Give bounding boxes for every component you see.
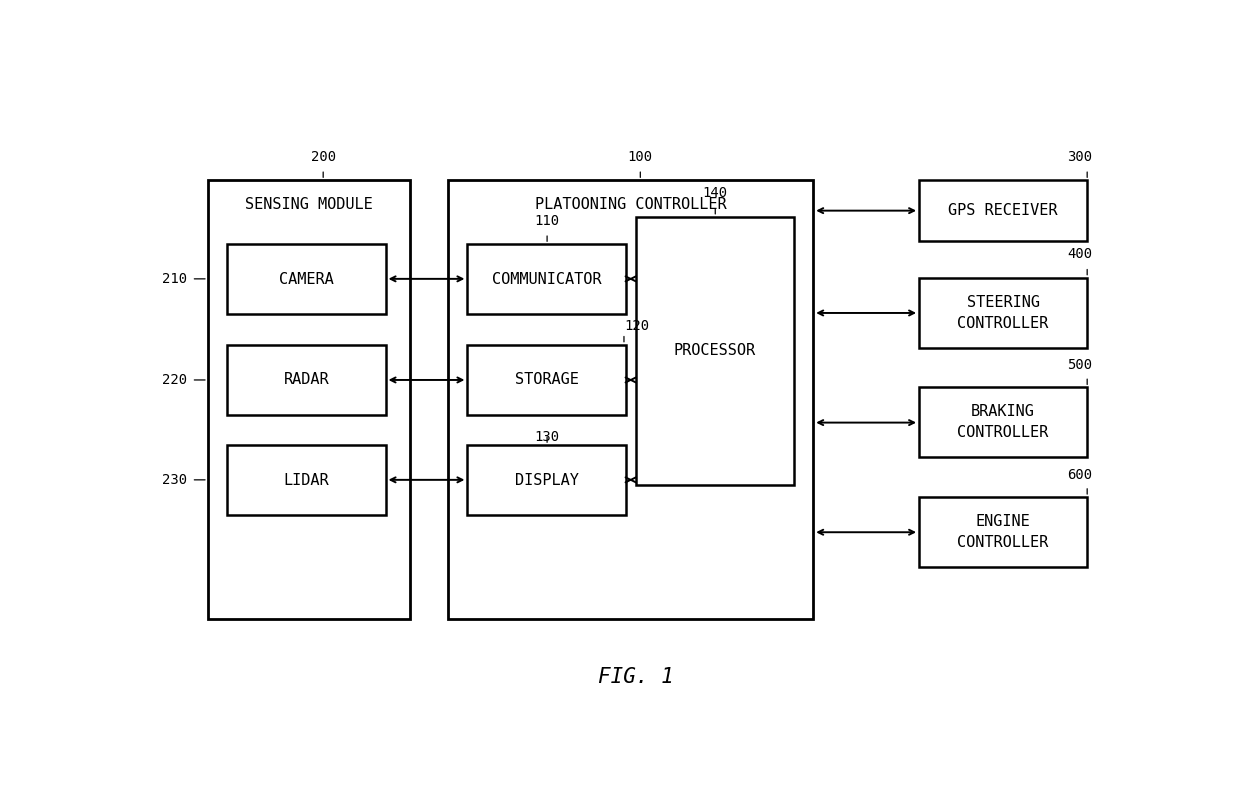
Text: DISPLAY: DISPLAY	[515, 473, 579, 488]
Text: 500: 500	[1066, 358, 1092, 372]
Text: 120: 120	[624, 319, 649, 333]
Bar	[467, 445, 626, 515]
Bar	[919, 180, 1087, 241]
Bar	[467, 244, 626, 314]
Text: 600: 600	[1066, 468, 1092, 483]
Text: PROCESSOR: PROCESSOR	[673, 343, 756, 358]
Text: 140: 140	[703, 187, 728, 200]
Text: 220: 220	[161, 373, 187, 387]
Bar	[208, 180, 409, 619]
Text: 400: 400	[1066, 248, 1092, 261]
Text: 200: 200	[310, 149, 336, 164]
Bar	[448, 180, 813, 619]
Text: GPS RECEIVER: GPS RECEIVER	[949, 203, 1058, 218]
Text: STORAGE: STORAGE	[515, 372, 579, 387]
Text: COMMUNICATOR: COMMUNICATOR	[492, 271, 601, 286]
Bar	[919, 497, 1087, 567]
Bar	[635, 217, 794, 485]
Text: 210: 210	[161, 272, 187, 286]
Text: ENGINE
CONTROLLER: ENGINE CONTROLLER	[957, 514, 1049, 550]
Text: 110: 110	[534, 214, 559, 228]
Text: FIG. 1: FIG. 1	[598, 667, 673, 687]
Text: RADAR: RADAR	[284, 372, 329, 387]
Bar	[919, 388, 1087, 457]
Text: CAMERA: CAMERA	[279, 271, 334, 286]
Bar	[227, 445, 386, 515]
Text: 100: 100	[627, 149, 653, 164]
Bar	[467, 345, 626, 414]
Text: LIDAR: LIDAR	[284, 473, 329, 488]
Text: PLATOONING CONTROLLER: PLATOONING CONTROLLER	[534, 197, 727, 212]
Text: 130: 130	[534, 430, 559, 444]
Bar	[919, 278, 1087, 348]
Text: SENSING MODULE: SENSING MODULE	[244, 197, 373, 212]
Bar	[227, 345, 386, 414]
Text: BRAKING
CONTROLLER: BRAKING CONTROLLER	[957, 404, 1049, 441]
Text: 300: 300	[1066, 149, 1092, 164]
Text: STEERING
CONTROLLER: STEERING CONTROLLER	[957, 295, 1049, 331]
Bar	[227, 244, 386, 314]
Text: 230: 230	[161, 473, 187, 486]
